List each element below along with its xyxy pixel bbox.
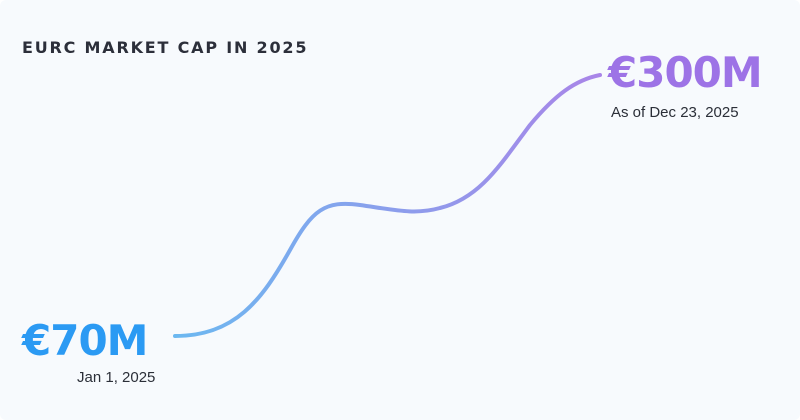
start-date-label: Jan 1, 2025	[77, 369, 156, 386]
end-value-label: €300M	[608, 48, 763, 97]
end-date-label: As of Dec 23, 2025	[611, 104, 739, 121]
chart-title: EURC MARKET CAP IN 2025	[22, 38, 309, 57]
market-cap-trend-line	[173, 73, 602, 338]
start-value-label: €70M	[22, 316, 148, 365]
